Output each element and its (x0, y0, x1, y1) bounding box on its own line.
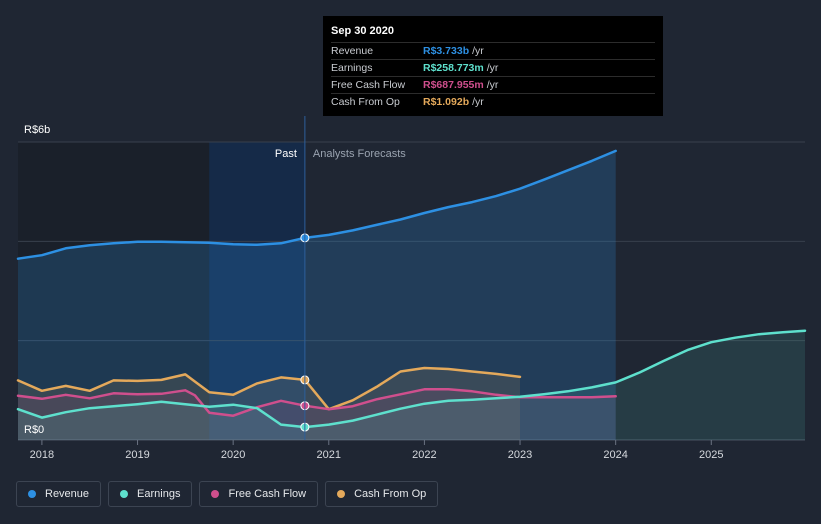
tooltip-unit: /yr (472, 96, 484, 108)
tooltip-label: Revenue (331, 45, 374, 57)
x-tick-label: 2019 (125, 449, 149, 461)
tooltip-row-free-cash-flow: Free Cash Flow R$687.955m /yr (331, 76, 655, 93)
legend-item-revenue[interactable]: Revenue (16, 481, 102, 507)
legend-label: Revenue (45, 488, 90, 500)
x-tick-label: 2021 (317, 449, 341, 461)
forecast-label: Analysts Forecasts (313, 148, 406, 160)
x-tick-label: 2023 (508, 449, 532, 461)
y-tick-label-bottom: R$0 (24, 424, 44, 436)
tooltip: Sep 30 2020 Revenue R$3.733b /yr Earning… (323, 16, 663, 116)
tooltip-unit: /yr (486, 79, 499, 91)
tooltip-value: R$258.773m (423, 62, 484, 74)
revenue-area (18, 150, 616, 440)
tooltip-label: Free Cash Flow (331, 79, 406, 91)
gridlines (18, 141, 805, 441)
legend-item-earnings[interactable]: Earnings (108, 481, 193, 507)
cash-from-op-dot-icon (337, 490, 346, 498)
tooltip-value: R$3.733b (423, 45, 470, 57)
revenue-line (16, 149, 617, 260)
tooltip-label: Cash From Op (331, 96, 400, 108)
x-axis-ticks: 2018 2019 2020 2021 2022 2023 2024 2025 (30, 440, 724, 461)
legend-label: Cash From Op (354, 488, 427, 500)
earnings-line (16, 329, 807, 429)
earnings-dot-icon (120, 490, 129, 498)
tooltip-label: Earnings (331, 62, 373, 74)
tooltip-value: R$1.092b (423, 96, 470, 108)
legend-label: Earnings (137, 488, 181, 500)
free-cash-flow-dot-icon (211, 490, 220, 498)
tooltip-unit: /yr (472, 45, 484, 57)
legend-item-free-cash-flow[interactable]: Free Cash Flow (199, 481, 319, 507)
tooltip-value: R$687.955m (423, 79, 484, 91)
highlight-band (209, 142, 305, 440)
tooltip-row-revenue: Revenue R$3.733b /yr (331, 42, 655, 59)
tooltip-date: Sep 30 2020 (331, 25, 394, 37)
revenue-dot-icon (28, 490, 36, 498)
past-label: Past (275, 148, 297, 160)
x-tick-label: 2018 (30, 449, 54, 461)
x-tick-label: 2024 (603, 449, 627, 461)
x-tick-label: 2025 (699, 449, 723, 461)
x-tick-label: 2020 (221, 449, 245, 461)
tooltip-row-earnings: Earnings R$258.773m /yr (331, 59, 655, 76)
x-tick-label: 2022 (412, 449, 436, 461)
tooltip-row-cash-from-op: Cash From Op R$1.092b /yr (331, 93, 655, 110)
cash-from-op-line (16, 366, 522, 411)
tooltip-unit: /yr (486, 62, 499, 74)
y-tick-label-top: R$6b (24, 124, 50, 136)
legend-label: Free Cash Flow (228, 488, 307, 500)
legend-item-cash-from-op[interactable]: Cash From Op (325, 481, 439, 507)
legend: Revenue Earnings Free Cash Flow Cash Fro… (16, 481, 439, 507)
